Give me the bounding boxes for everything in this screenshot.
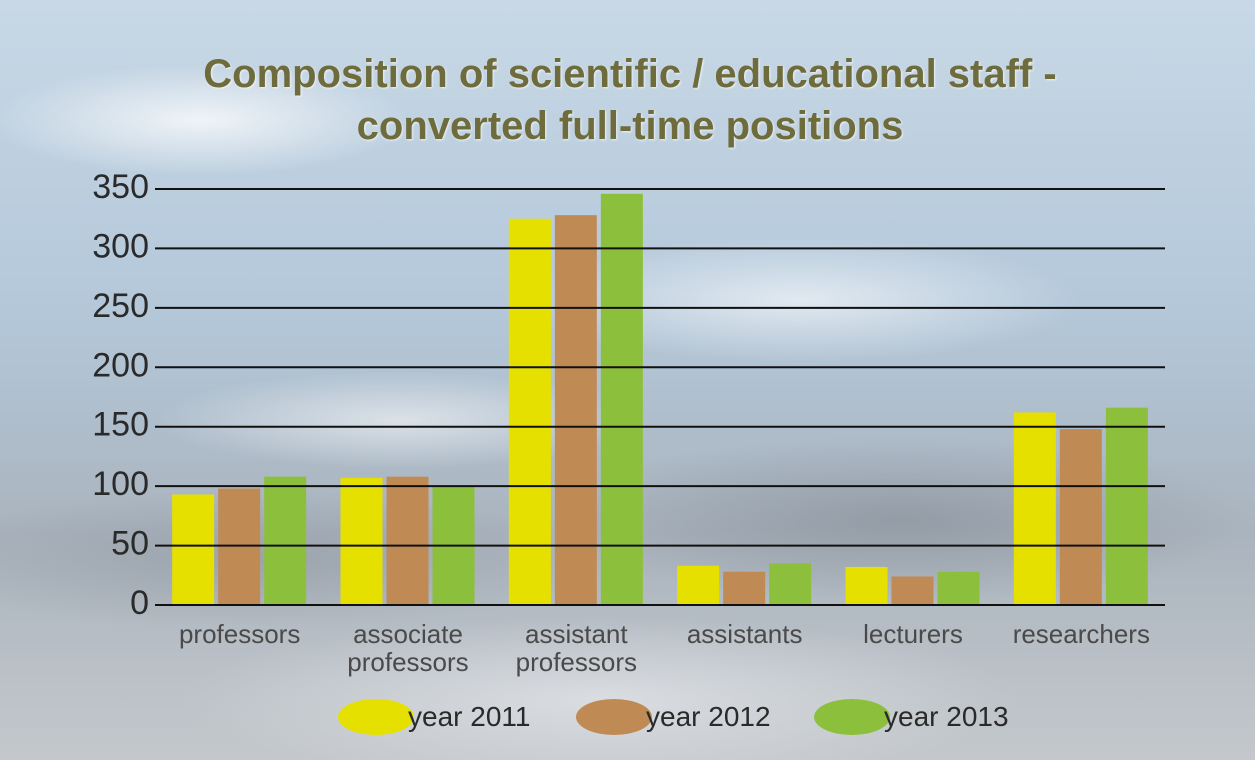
bar (386, 476, 429, 605)
legend-label: year 2011 (408, 701, 531, 732)
bar (845, 566, 888, 605)
bar (937, 571, 980, 605)
x-tick-label: assistants (686, 619, 803, 649)
bar (1013, 412, 1056, 605)
bar (508, 218, 551, 605)
x-tick-label: associate professors (347, 619, 469, 677)
x-tick-label: professors (178, 619, 301, 649)
y-tick-label: 300 (92, 227, 149, 265)
x-tick-label: assistant professors (515, 619, 638, 677)
y-tick-label: 200 (92, 346, 149, 384)
bar (172, 494, 215, 605)
bar (264, 476, 307, 605)
x-tick-label: researchers (1012, 619, 1150, 649)
legend-label: year 2012 (646, 701, 771, 732)
chart-title: Composition of scientific / educational … (203, 52, 1057, 148)
bar (340, 477, 383, 605)
y-tick-label: 0 (130, 584, 149, 622)
bar (677, 565, 720, 605)
x-tick-label: lecturers (863, 619, 963, 649)
y-tick-label: 250 (92, 287, 149, 325)
bar (554, 215, 597, 606)
bar (769, 563, 812, 605)
bar (1059, 429, 1102, 605)
legend-swatch (576, 699, 652, 735)
legend-label: year 2013 (884, 701, 1009, 732)
y-tick-label: 50 (111, 525, 149, 563)
y-tick-label: 100 (92, 465, 149, 503)
bar (723, 571, 766, 605)
legend-swatch (338, 699, 414, 735)
bar (891, 576, 934, 605)
y-tick-label: 350 (92, 168, 149, 206)
legend-swatch (814, 699, 890, 735)
bar (1105, 407, 1148, 605)
bar (600, 193, 643, 606)
y-tick-label: 150 (92, 406, 149, 444)
bar (218, 488, 261, 605)
